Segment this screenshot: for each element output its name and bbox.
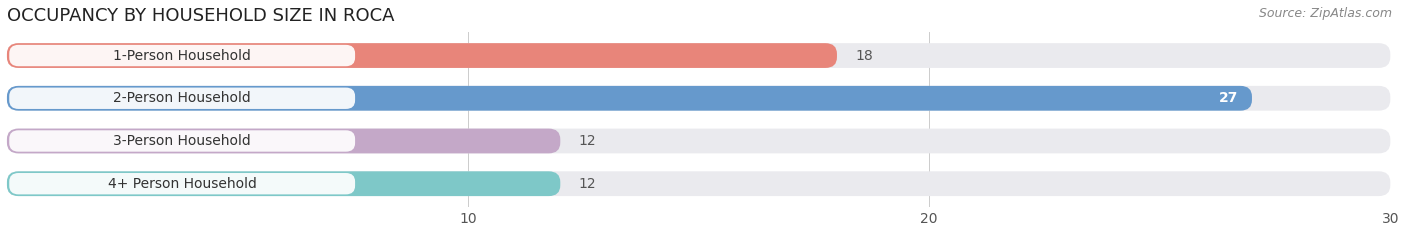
Text: 27: 27 [1219, 91, 1239, 105]
FancyBboxPatch shape [10, 130, 356, 152]
FancyBboxPatch shape [10, 173, 356, 194]
FancyBboxPatch shape [10, 88, 356, 109]
Text: OCCUPANCY BY HOUSEHOLD SIZE IN ROCA: OCCUPANCY BY HOUSEHOLD SIZE IN ROCA [7, 7, 395, 25]
FancyBboxPatch shape [7, 43, 1391, 68]
Text: Source: ZipAtlas.com: Source: ZipAtlas.com [1258, 7, 1392, 20]
FancyBboxPatch shape [7, 86, 1391, 111]
FancyBboxPatch shape [10, 45, 356, 66]
FancyBboxPatch shape [7, 129, 560, 153]
FancyBboxPatch shape [7, 86, 1251, 111]
FancyBboxPatch shape [7, 129, 1391, 153]
FancyBboxPatch shape [7, 171, 1391, 196]
FancyBboxPatch shape [7, 171, 560, 196]
Text: 2-Person Household: 2-Person Household [114, 91, 252, 105]
Text: 4+ Person Household: 4+ Person Household [108, 177, 257, 191]
Text: 3-Person Household: 3-Person Household [114, 134, 252, 148]
Text: 12: 12 [579, 177, 596, 191]
Text: 1-Person Household: 1-Person Household [114, 48, 252, 62]
Text: 18: 18 [855, 48, 873, 62]
Text: 12: 12 [579, 134, 596, 148]
FancyBboxPatch shape [7, 43, 837, 68]
